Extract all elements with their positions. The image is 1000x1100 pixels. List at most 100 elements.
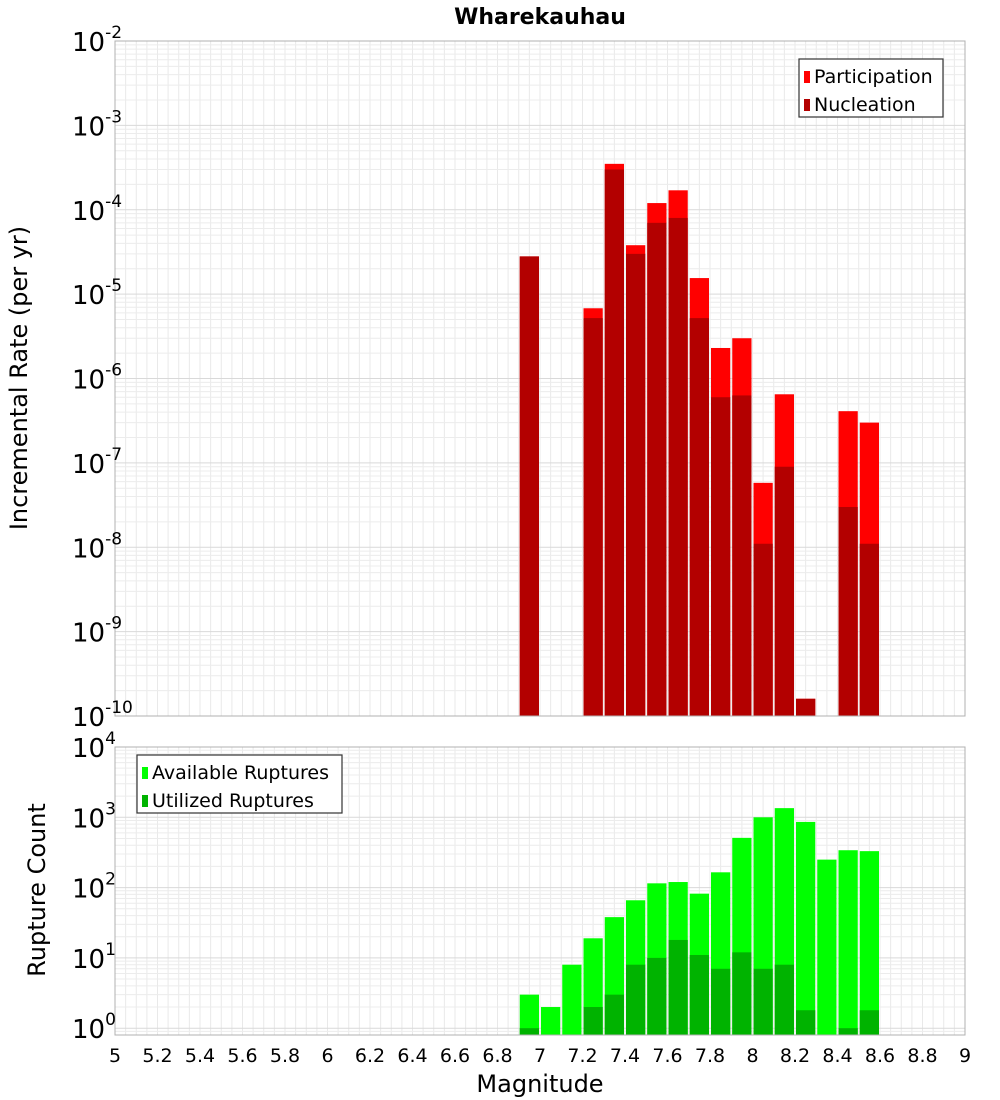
grid [114, 40, 966, 717]
rate-y-axis-label: Incremental Rate (per yr) [5, 226, 33, 530]
bar-utilized-ruptures [519, 1028, 539, 1035]
bar-utilized-ruptures [647, 957, 667, 1035]
bar-nucleation [519, 256, 539, 716]
x-tick-labels: 5 5.2 5.4 5.6 5.8 6 6.2 6.4 6.6 6.8 7 7.2 7.4 7.6 7.8 8… [109, 1045, 971, 1067]
bar-utilized-ruptures [774, 964, 794, 1035]
x-tick-label: 5.4 [185, 1045, 215, 1067]
x-tick-label: 6.4 [397, 1045, 427, 1067]
y-tick-label: 10-10 [72, 698, 133, 733]
y-tick-label: 100 [72, 1010, 116, 1045]
x-tick-label: 7.8 [695, 1045, 725, 1067]
bar-utilized-ruptures [838, 1028, 858, 1035]
y-tick-label: 101 [72, 940, 116, 975]
bar-nucleation [732, 395, 752, 716]
y-tick-exponent: 3 [105, 799, 116, 819]
x-tick-label: 8 [746, 1045, 758, 1067]
y-tick-label: 104 [72, 729, 116, 764]
y-tick-exponent: 2 [105, 870, 116, 890]
bar-nucleation [668, 217, 688, 716]
x-tick-label: 6.8 [482, 1045, 512, 1067]
plot-border [114, 746, 966, 1036]
bar-nucleation [838, 506, 858, 716]
legend-swatch [804, 71, 810, 83]
y-tick-exponent: -10 [105, 698, 133, 718]
x-tick-label: 7.6 [652, 1045, 682, 1067]
x-tick-label: 8.6 [865, 1045, 895, 1067]
y-tick-label: 10-2 [72, 23, 122, 58]
bar-utilized-ruptures [604, 994, 624, 1035]
y-tick-label: 103 [72, 799, 116, 834]
bar-nucleation [626, 253, 646, 716]
x-tick-label: 9 [959, 1045, 971, 1067]
bar-available-ruptures [859, 851, 879, 1035]
y-tick-exponent: 0 [105, 1010, 116, 1030]
legend: Participation Nucleation [798, 58, 944, 118]
x-tick-label: 8.8 [907, 1045, 937, 1067]
y-tick-exponent: -3 [105, 107, 122, 127]
x-tick-label: 6 [321, 1045, 333, 1067]
x-tick-label: 6.6 [440, 1045, 470, 1067]
y-tick-exponent: -6 [105, 361, 122, 381]
y-tick-exponent: -4 [105, 192, 122, 212]
legend: Available Ruptures Utilized Ruptures [136, 754, 343, 814]
bar-available-ruptures [796, 821, 816, 1035]
x-tick-label: 5.2 [142, 1045, 172, 1067]
bar-nucleation [711, 397, 731, 716]
bar-nucleation [689, 318, 709, 716]
bar-utilized-ruptures [689, 954, 709, 1035]
bar-utilized-ruptures [626, 964, 646, 1035]
bars [519, 808, 879, 1035]
x-tick-label: 7 [534, 1045, 546, 1067]
bars [519, 163, 879, 717]
legend-label: Available Ruptures [152, 762, 329, 784]
bar-nucleation [796, 698, 816, 716]
bar-nucleation [774, 466, 794, 716]
y-tick-exponent: -7 [105, 445, 122, 465]
x-tick-label: 5 [109, 1045, 121, 1067]
bar-available-ruptures [838, 850, 858, 1035]
x-tick-label: 5.8 [270, 1045, 300, 1067]
y-tick-label: 10-6 [72, 361, 122, 396]
bar-utilized-ruptures [859, 1010, 879, 1035]
legend-label: Participation [814, 66, 933, 88]
bar-utilized-ruptures [668, 939, 688, 1035]
legend-swatch [142, 767, 148, 779]
count-y-axis-label: Rupture Count [23, 803, 51, 977]
bar-available-ruptures [817, 859, 837, 1035]
bar-available-ruptures [519, 994, 539, 1035]
y-tick-label: 102 [72, 870, 116, 905]
plot-border [114, 40, 966, 717]
x-tick-label: 5.6 [227, 1045, 257, 1067]
y-tick-exponent: -2 [105, 23, 122, 43]
bar-available-ruptures [562, 964, 582, 1035]
bar-available-ruptures [541, 1007, 561, 1035]
x-tick-label: 6.2 [355, 1045, 385, 1067]
y-tick-exponent: 4 [105, 729, 116, 749]
y-tick-exponent: -5 [105, 276, 122, 296]
bar-utilized-ruptures [583, 1007, 603, 1035]
bar-nucleation [753, 543, 773, 716]
count-panel: 100 101 102 103 104 Available Ruptures Utilize… [72, 729, 966, 1045]
x-axis-label: Magnitude [476, 1070, 603, 1098]
bar-utilized-ruptures [711, 968, 731, 1035]
x-tick-label: 8.2 [780, 1045, 810, 1067]
legend-swatch [804, 99, 810, 111]
chart-title: Wharekauhau [454, 5, 626, 30]
bar-nucleation [583, 318, 603, 716]
legend-label: Utilized Ruptures [152, 790, 314, 812]
x-tick-label: 7.4 [610, 1045, 640, 1067]
y-tick-exponent: -8 [105, 529, 122, 549]
bar-utilized-ruptures [753, 968, 773, 1035]
legend-box [136, 754, 343, 814]
legend-label: Nucleation [814, 94, 916, 116]
bar-nucleation [859, 543, 879, 716]
legend-box [798, 58, 944, 118]
bar-nucleation [604, 169, 624, 716]
bar-utilized-ruptures [796, 1010, 816, 1035]
y-tick-exponent: -9 [105, 614, 122, 634]
legend-swatch [142, 795, 148, 807]
bar-utilized-ruptures [732, 952, 752, 1035]
y-tick-labels: 100 101 102 103 104 [72, 729, 116, 1045]
rate-panel: 10-1010-910-810-710-610-510-410-310-2Par… [72, 23, 966, 733]
